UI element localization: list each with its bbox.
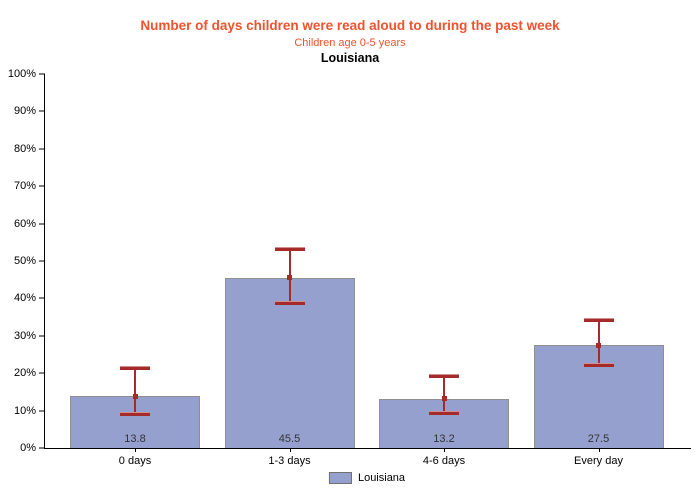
error-bar-cap bbox=[429, 411, 459, 415]
y-tick-mark bbox=[39, 410, 45, 412]
y-tick-label: 40% bbox=[13, 292, 36, 305]
error-bar-cap bbox=[120, 366, 150, 370]
x-tick-mark bbox=[289, 448, 291, 452]
legend-item-louisiana[interactable]: Louisiana bbox=[328, 472, 406, 484]
error-bar-cap bbox=[583, 364, 614, 368]
y-tick-label: 10% bbox=[13, 404, 36, 417]
error-bar-cap bbox=[429, 375, 459, 379]
legend-label: Louisiana bbox=[357, 472, 406, 484]
plot-area: 0% 10% 20% 30% 40% 50% 60% 70% 80% 90% 100% 13.8 0 d… bbox=[8, 68, 691, 467]
error-bar-cap bbox=[274, 248, 305, 252]
error-bar-cap bbox=[583, 318, 614, 322]
y-tick-mark bbox=[39, 223, 45, 225]
error-bar-cap bbox=[274, 302, 305, 306]
y-tick-label: 90% bbox=[13, 105, 36, 118]
bar-value-label: 45.5 bbox=[278, 433, 301, 445]
chart-title: Number of days children were read aloud … bbox=[140, 18, 560, 33]
error-bar-point bbox=[287, 275, 292, 281]
bar-value-label: 13.2 bbox=[433, 433, 455, 445]
chart-header: Number of days children were read aloud … bbox=[0, 18, 700, 66]
error-bar-point bbox=[596, 342, 601, 348]
y-tick-label: 50% bbox=[13, 255, 36, 267]
chart-region: Louisiana bbox=[320, 51, 380, 65]
y-tick-mark bbox=[39, 335, 45, 337]
y-tick-mark bbox=[39, 185, 45, 187]
y-tick-label: 100% bbox=[7, 68, 36, 80]
error-bar-line bbox=[443, 376, 445, 413]
error-bar-line bbox=[597, 319, 600, 366]
bar-value-label: 27.5 bbox=[587, 433, 610, 445]
y-tick-mark bbox=[39, 447, 45, 449]
bar-1-3-days[interactable] bbox=[224, 277, 355, 448]
x-tick-label: 1-3 days bbox=[268, 455, 311, 467]
error-bar-line bbox=[134, 367, 136, 415]
y-tick-mark bbox=[39, 148, 45, 150]
y-tick-mark bbox=[39, 297, 45, 299]
y-tick-mark bbox=[39, 73, 45, 75]
x-tick-label: Every day bbox=[574, 455, 623, 467]
y-tick-mark bbox=[39, 372, 45, 374]
y-tick-mark bbox=[39, 110, 45, 112]
error-bar-cap bbox=[120, 413, 150, 417]
y-tick-label: 20% bbox=[13, 367, 36, 380]
y-tick-label: 60% bbox=[13, 217, 36, 230]
y-tick-label: 70% bbox=[13, 180, 36, 193]
x-tick-label: 4-6 days bbox=[422, 455, 466, 467]
y-tick-label: 0% bbox=[20, 442, 36, 454]
y-tick-mark bbox=[39, 260, 45, 262]
error-bar-point bbox=[441, 396, 447, 402]
x-tick-mark bbox=[598, 448, 600, 452]
y-tick-label: 30% bbox=[13, 329, 36, 342]
x-tick-mark bbox=[444, 448, 445, 452]
error-bar-point bbox=[132, 393, 138, 399]
legend-swatch-icon bbox=[328, 472, 352, 484]
y-tick-label: 80% bbox=[13, 142, 36, 155]
x-tick-label: 0 days bbox=[118, 455, 152, 467]
bar-value-label: 13.8 bbox=[124, 433, 146, 445]
x-tick-mark bbox=[135, 448, 136, 452]
chart-subtitle: Children age 0-5 years bbox=[294, 37, 406, 49]
